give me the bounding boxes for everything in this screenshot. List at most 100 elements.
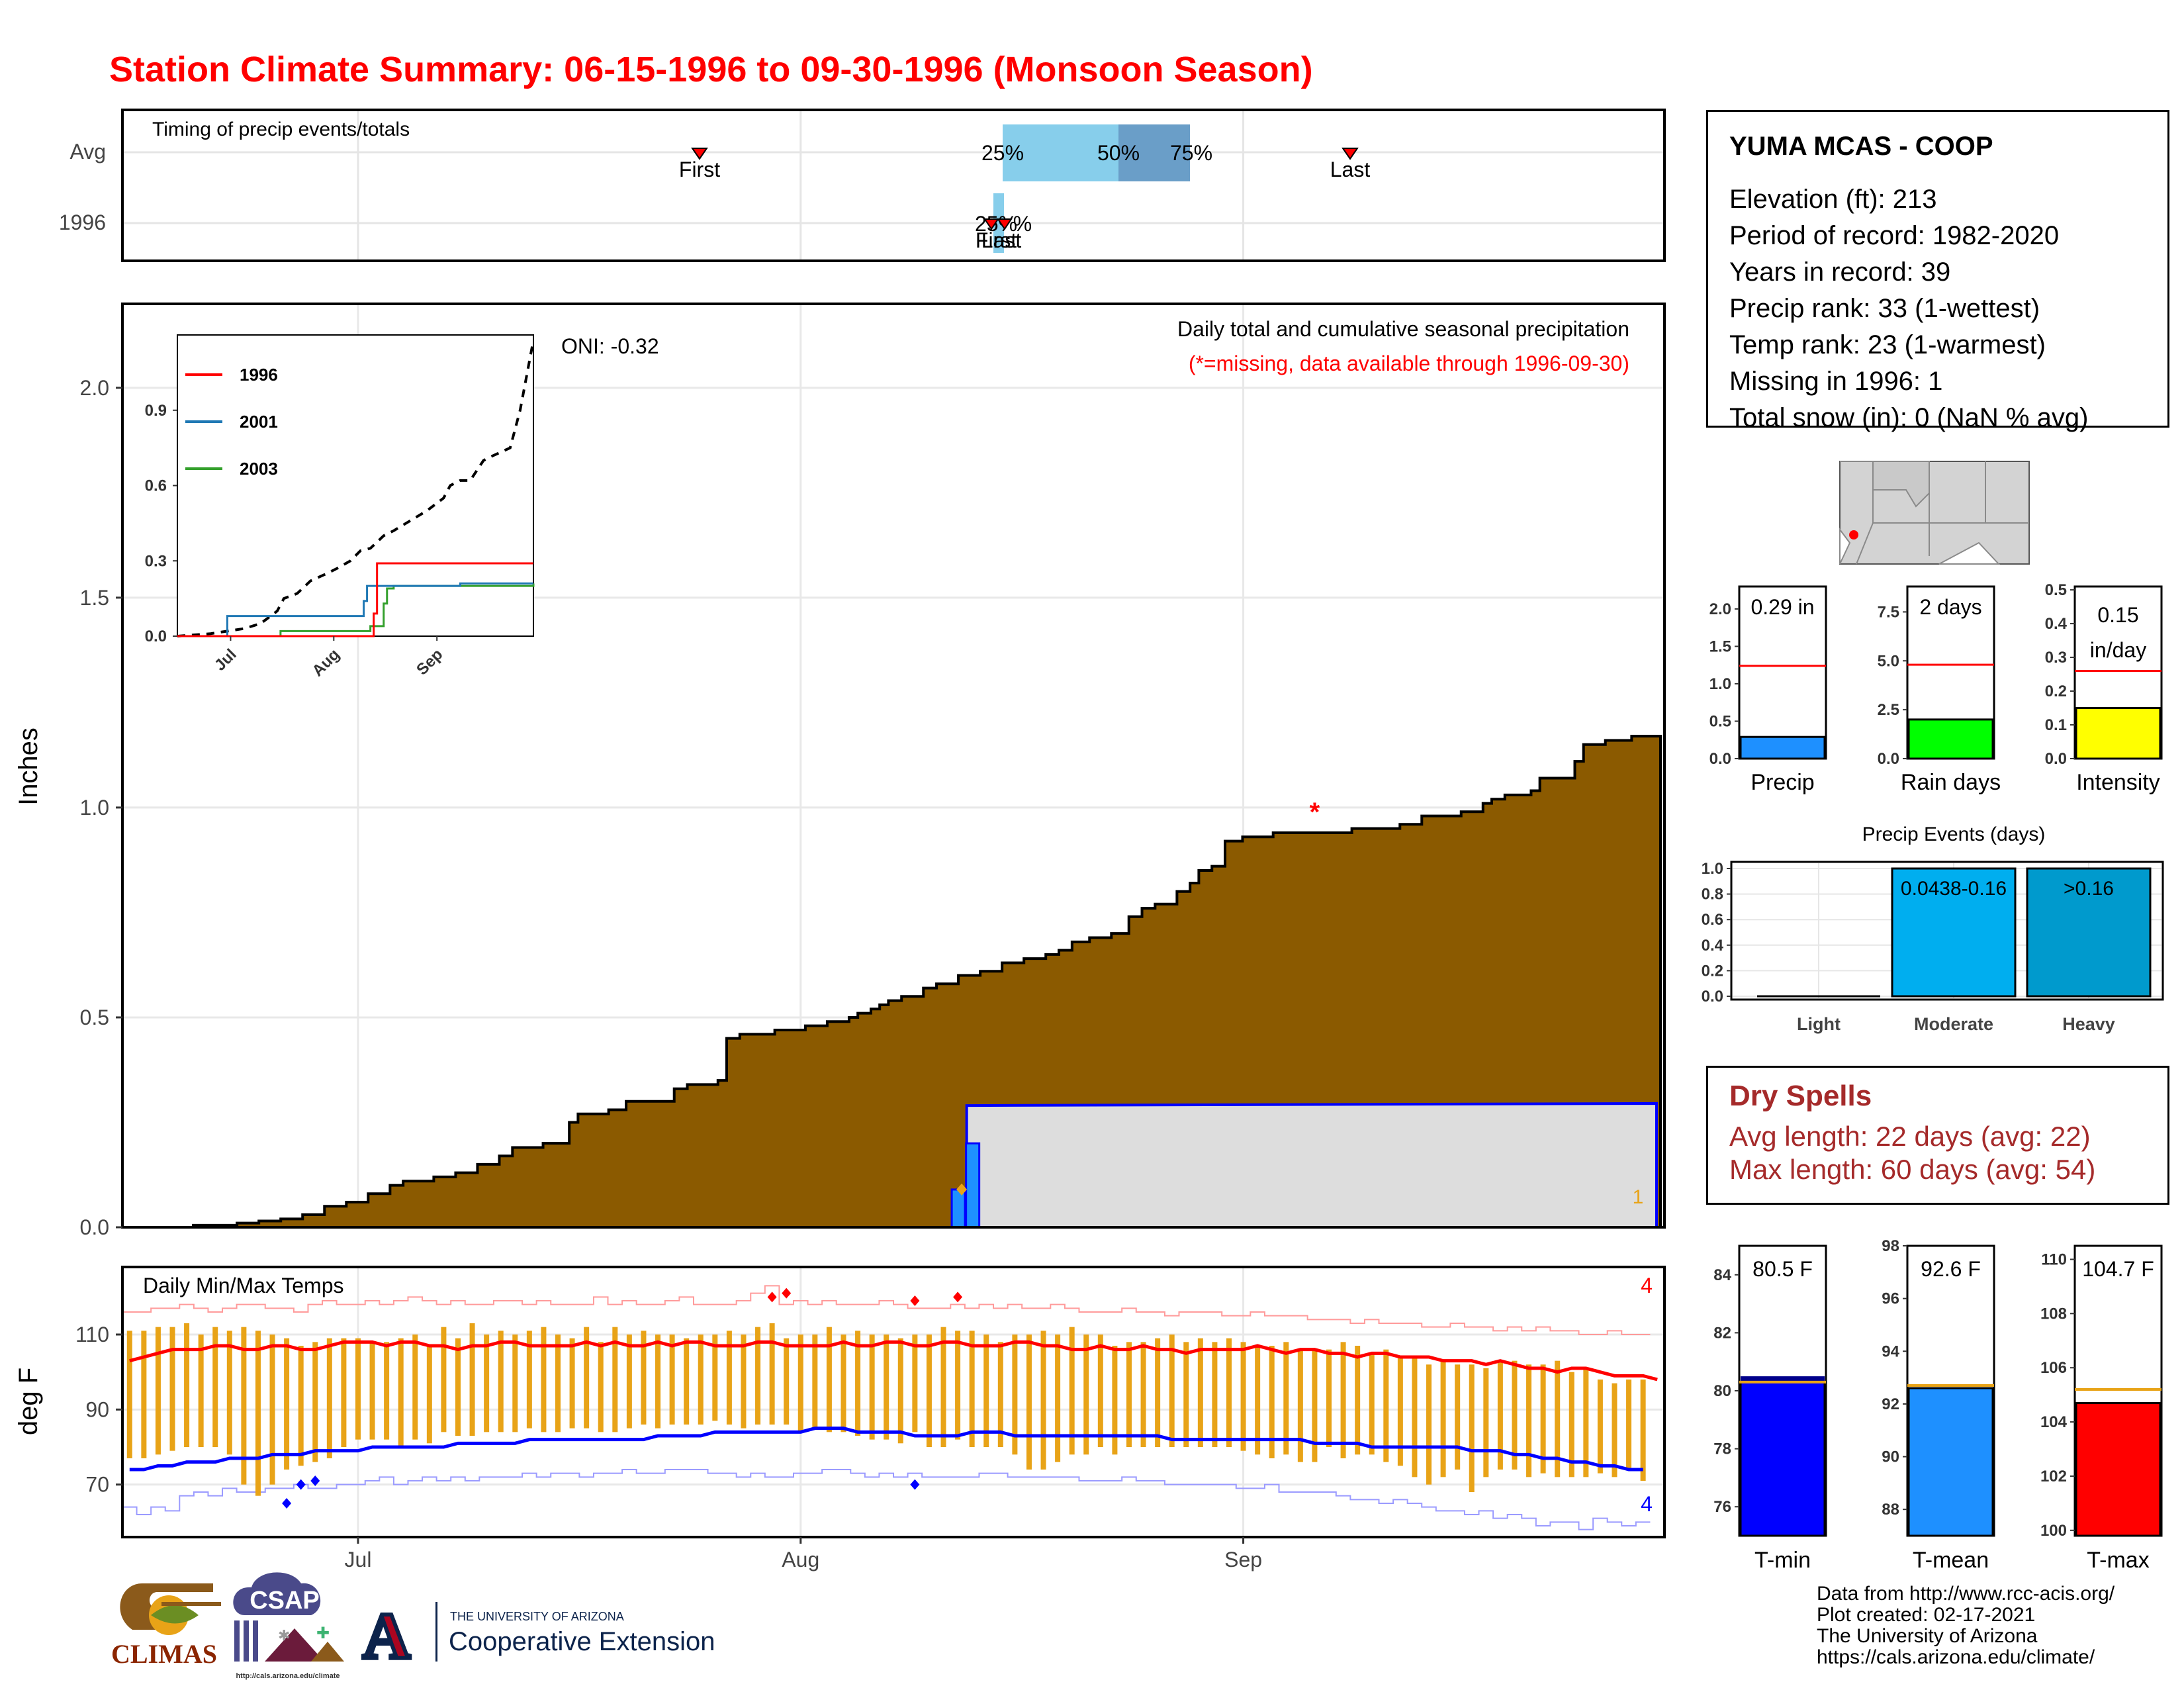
temp-ytick-label: 70 (85, 1473, 109, 1497)
daily-precip-bar (965, 1142, 981, 1229)
inset-ytick-label: 0.0 (145, 628, 167, 645)
dry-spells-title: Dry Spells (1729, 1080, 1872, 1112)
first-event-marker (956, 1183, 968, 1196)
dry-spells-box: Dry Spells Avg length: 22 days (avg: 22)… (1706, 1066, 2169, 1205)
timing-panel: Timing of precip events/totals Avg 1996 … (59, 109, 1666, 262)
daily-temp-bar (512, 1335, 518, 1432)
temp-bar-ytick-label: 80 (1713, 1382, 1731, 1400)
daily-temp-bar (955, 1331, 961, 1440)
daily-temp-bar (1140, 1342, 1146, 1447)
temp-count-max: 4 (1641, 1274, 1653, 1297)
station-elevation: Elevation (ft): 213 (1729, 185, 1937, 214)
temp-bar-ytick-label: 110 (2041, 1250, 2067, 1268)
1996-last-label: Last (981, 228, 1022, 252)
daily-temp-bar (969, 1331, 975, 1447)
temp-bar-ytick-label: 78 (1713, 1440, 1731, 1458)
station-name: YUMA MCAS - COOP (1729, 132, 1993, 161)
avg-p75-label: 75% (1170, 141, 1212, 165)
csap-url: http://cals.arizona.edu/climate (236, 1672, 340, 1680)
temp-bar-ytick-label: 102 (2040, 1468, 2067, 1485)
inset-ytick-label: 0.9 (145, 402, 167, 420)
avg-first-label: First (679, 158, 720, 181)
climas-text: CLIMAS (111, 1639, 217, 1669)
avg-iqr-high (1118, 124, 1190, 181)
mini-bar-ytick-label: 7.5 (1878, 603, 1899, 621)
daily-temp-bar (1155, 1338, 1161, 1447)
ua-logo: A THE UNIVERSITY OF ARIZONA Cooperative … (361, 1597, 715, 1675)
daily-precip-bar (950, 1188, 966, 1229)
daily-temp-bar (1026, 1335, 1032, 1470)
daily-temp-bar (326, 1338, 332, 1458)
daily-temp-bar (1483, 1368, 1489, 1477)
daily-temp-bar (841, 1335, 846, 1432)
daily-temp-bar (1012, 1335, 1018, 1455)
mini-bar (1907, 718, 1994, 760)
station-info-box: YUMA MCAS - COOP Elevation (ft): 213 Per… (1706, 110, 2169, 432)
main-ytick-label: 1.0 (80, 796, 109, 820)
csap-logo: CSAP ✱ ✚ http://cals.arizona.edu/climate (233, 1572, 344, 1680)
csap-text: CSAP (250, 1587, 320, 1615)
daily-temp-bar (741, 1335, 747, 1429)
logos: CLIMAS CSAP ✱ ✚ http://cals.arizona.edu/… (111, 1572, 715, 1680)
daily-temp-bar (669, 1335, 675, 1425)
daily-temp-bar (1512, 1360, 1518, 1470)
daily-temp-bar (484, 1335, 490, 1432)
record-low-marker (296, 1479, 306, 1490)
daily-temp-bar (1197, 1338, 1203, 1447)
temp-bar-ytick-label: 96 (1882, 1290, 1899, 1308)
daily-temp-bar (1226, 1338, 1232, 1447)
daily-temp-bar (198, 1335, 204, 1447)
daily-temp-bar (426, 1346, 432, 1444)
temp-bar-ytick-label: 76 (1713, 1498, 1731, 1516)
missing-note: (*=missing, data available through 1996-… (1189, 352, 1629, 375)
missing-marker: * (1310, 798, 1320, 827)
daily-temp-bar (1597, 1380, 1603, 1474)
temp-ylabel: deg F (14, 1368, 43, 1435)
avg-p25-label: 25% (981, 141, 1024, 165)
footer-line-2: Plot created: 02-17-2021 (1817, 1604, 2036, 1626)
month-label: Sep (1224, 1548, 1262, 1571)
temp-ytick-label: 90 (85, 1397, 109, 1421)
chart-title: Station Climate Summary: 06-15-1996 to 0… (109, 50, 1313, 89)
daily-temp-bar (698, 1335, 704, 1425)
daily-temp-bar (1283, 1342, 1289, 1455)
daily-temp-bar (469, 1323, 475, 1436)
daily-temp-bar (369, 1342, 375, 1440)
mini-bar-label: Intensity (2076, 770, 2160, 795)
daily-temp-bar (355, 1338, 361, 1440)
daily-temp-bar (1297, 1349, 1303, 1462)
daily-temp-bar (1083, 1335, 1089, 1455)
avg-iqr-low (1003, 124, 1118, 181)
daily-temp-bar (1469, 1364, 1475, 1492)
daily-temp-bar (940, 1327, 946, 1447)
temp-bar-ytick-label: 106 (2040, 1359, 2067, 1377)
daily-temp-bar (1126, 1342, 1132, 1447)
daily-temp-bar (284, 1338, 290, 1470)
tmax-record-line (122, 1285, 1651, 1335)
temp-bar-excess (1741, 1376, 1825, 1382)
daily-temp-bar (684, 1338, 690, 1425)
temp-bar-ytick-label: 104 (2040, 1413, 2068, 1431)
temp-bar (2075, 1401, 2161, 1537)
temp-bar-ytick-label: 88 (1882, 1501, 1899, 1519)
mini-bar-chart-rain-days: 2 days 0.0 2.5 5.0 7.5 Rain days (1878, 585, 2001, 795)
daily-temp-bar (1412, 1357, 1418, 1477)
daily-temp-bar (555, 1335, 561, 1432)
daily-temp-bar (812, 1335, 818, 1429)
daily-temp-bar (1240, 1342, 1246, 1451)
daily-temp-bar (569, 1338, 575, 1429)
daily-temp-bar (1112, 1346, 1118, 1455)
daily-temp-bar (455, 1338, 461, 1436)
temp-bar-label: T-min (1754, 1548, 1811, 1573)
tmin-avg-line (129, 1427, 1643, 1472)
temp-summary-t-mean: 92.6 F 88 90 92 94 96 98 T-mean (1882, 1237, 1995, 1573)
temp-bar-ytick-label: 90 (1882, 1448, 1899, 1466)
mini-bar-ytick-label: 0.5 (2045, 581, 2067, 599)
inset-ytick-label: 0.6 (145, 477, 167, 495)
daily-temp-bar (598, 1342, 604, 1432)
daily-temp-bar (1355, 1346, 1361, 1455)
temp-bar-label: T-mean (1913, 1548, 1989, 1573)
mini-bar-value: 2 days (1919, 595, 1981, 619)
daily-temp-bar (398, 1338, 404, 1447)
month-label: Jul (345, 1548, 372, 1571)
